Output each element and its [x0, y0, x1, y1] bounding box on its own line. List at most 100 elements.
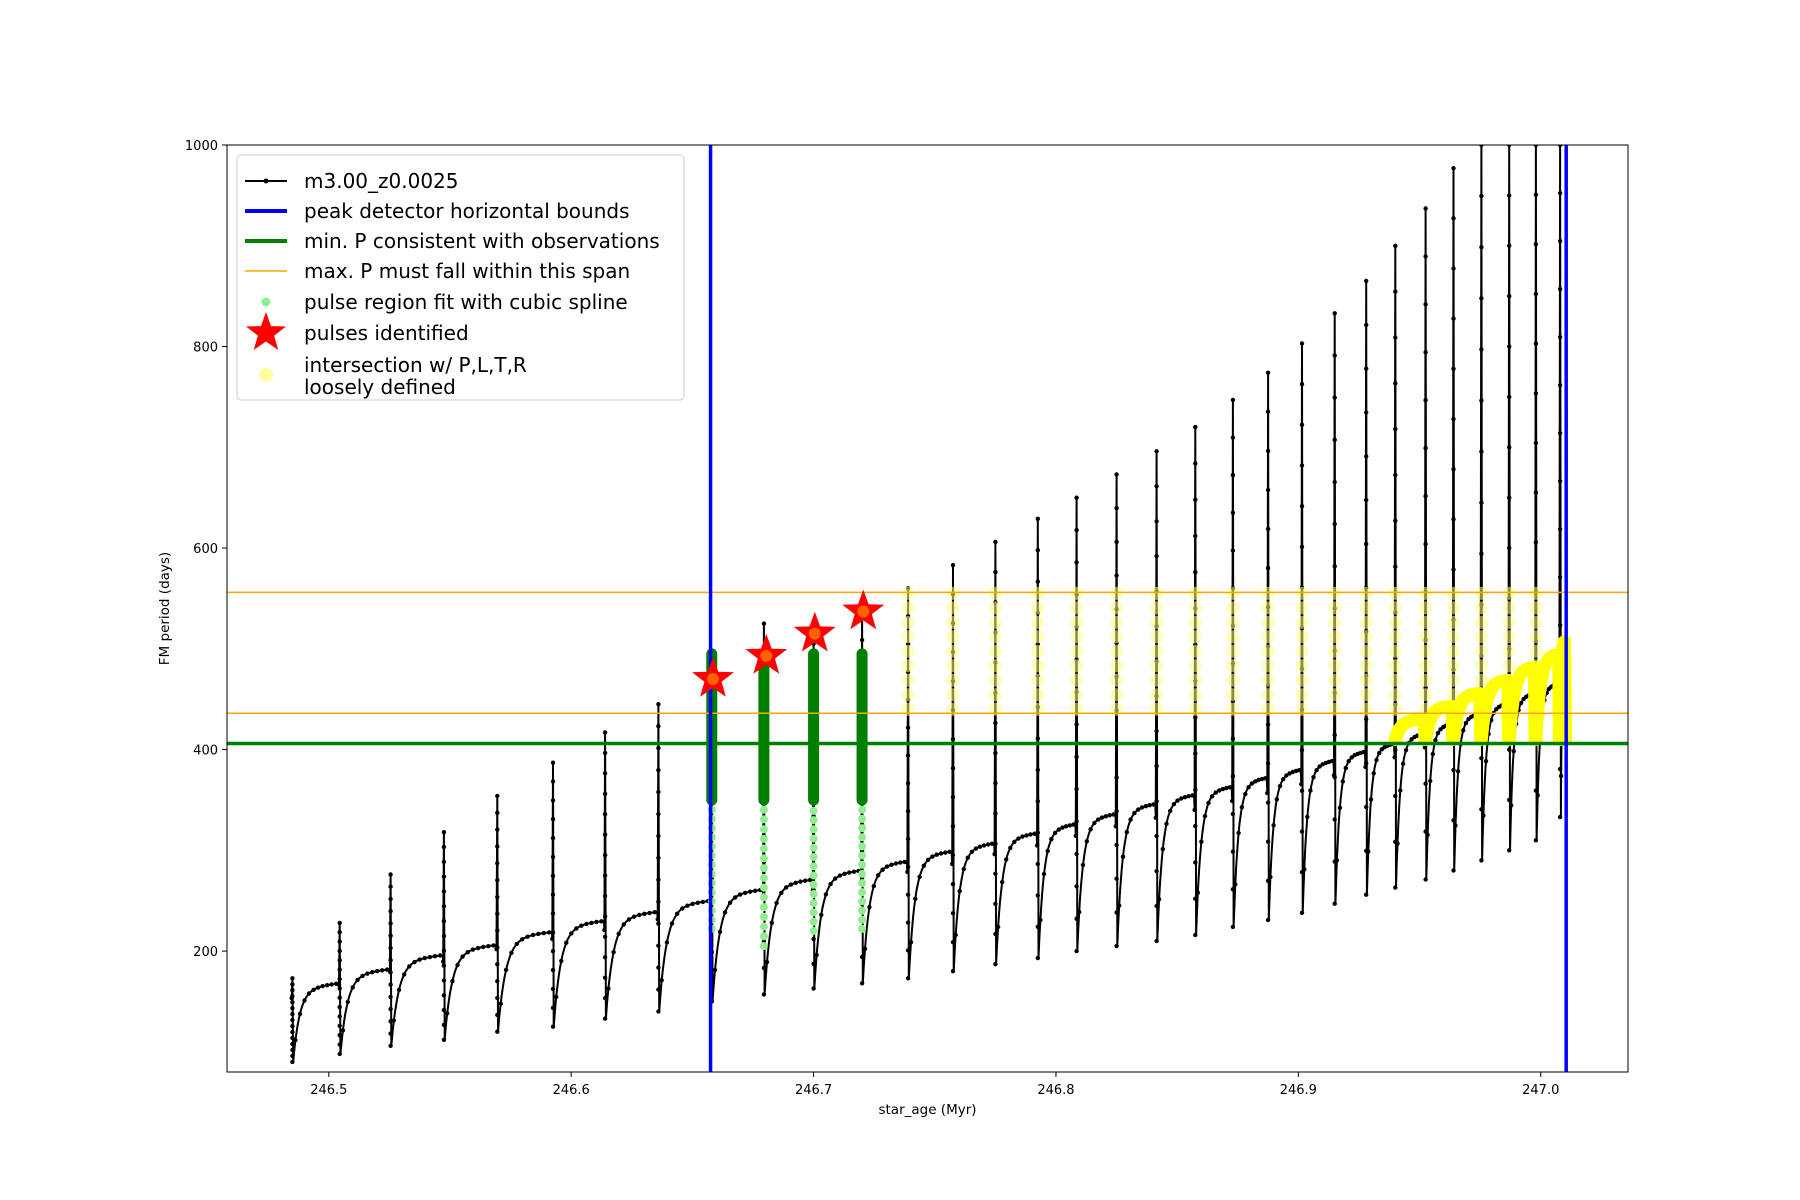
data-point: [1451, 767, 1456, 773]
data-point: [441, 918, 447, 924]
spline-point: [809, 806, 818, 815]
intersection-point: [1328, 673, 1342, 687]
data-point: [1535, 793, 1540, 798]
spline-point: [759, 844, 768, 853]
data-point: [950, 969, 956, 974]
intersection-point: [1070, 630, 1084, 644]
data-point: [1392, 755, 1397, 760]
data-point: [1507, 797, 1512, 803]
data-point: [388, 872, 393, 877]
data-point: [550, 936, 555, 942]
data-point: [1299, 747, 1305, 753]
data-point: [396, 987, 402, 993]
data-point: [1035, 830, 1041, 835]
intersection-point: [946, 615, 960, 629]
data-point: [761, 992, 767, 997]
data-point: [947, 849, 952, 854]
data-point: [550, 817, 556, 822]
data-point: [550, 798, 556, 803]
data-point: [1425, 832, 1430, 838]
axes-frame: [226, 144, 1629, 1073]
data-point: [550, 835, 556, 841]
intersection-point: [988, 659, 1002, 673]
data-point: [1364, 322, 1369, 328]
intersection-point: [1474, 601, 1488, 615]
data-point: [1364, 541, 1369, 547]
data-point: [993, 781, 998, 786]
intersection-point: [1031, 644, 1045, 658]
data-point: [1114, 809, 1119, 814]
data-point: [1056, 827, 1062, 832]
data-point: [1074, 819, 1079, 824]
data-point: [495, 995, 500, 1001]
data-point: [1099, 815, 1105, 820]
intersection-point: [1261, 659, 1275, 673]
data-point: [1153, 815, 1159, 820]
intersection-point: [1419, 601, 1433, 615]
data-point: [495, 861, 500, 866]
legend-label: min. P consistent with observations: [304, 229, 660, 253]
data-point: [1479, 347, 1484, 352]
spline-point: [858, 851, 867, 860]
data-point: [355, 977, 360, 983]
data-point: [659, 978, 664, 983]
intersection-point: [1226, 615, 1240, 629]
data-point: [554, 994, 559, 1000]
data-point: [656, 855, 661, 861]
data-point: [1035, 548, 1041, 553]
data-point: [862, 946, 868, 951]
data-point: [1120, 854, 1126, 859]
data-point: [722, 910, 728, 915]
data-point: [626, 917, 632, 922]
data-point: [957, 888, 962, 894]
data-point: [1074, 754, 1079, 759]
data-point: [1154, 519, 1159, 524]
data-point: [290, 1029, 295, 1035]
data-point: [495, 894, 500, 900]
data-point: [656, 965, 661, 970]
data-point: [1213, 790, 1218, 795]
data-point: [1230, 849, 1236, 854]
intersection-point: [1226, 659, 1240, 673]
data-point: [1265, 448, 1271, 454]
data-point: [1265, 487, 1271, 493]
legend-label: pulse region fit with cubic spline: [304, 290, 628, 314]
data-point: [1154, 798, 1159, 804]
spline-point: [759, 912, 768, 921]
data-point: [656, 702, 661, 707]
data-point: [290, 1011, 295, 1017]
data-point: [1423, 302, 1428, 307]
intersection-point: [1226, 644, 1240, 658]
intersection-point: [1070, 644, 1084, 658]
data-point: [1107, 813, 1112, 818]
data-point: [965, 855, 970, 860]
data-point: [1557, 145, 1563, 148]
data-point: [859, 954, 865, 960]
data-point: [1332, 353, 1337, 358]
data-point: [1479, 858, 1484, 863]
data-point: [337, 939, 342, 944]
spline-point: [809, 917, 818, 926]
data-point: [495, 962, 500, 967]
data-point: [769, 920, 774, 925]
data-point: [1368, 797, 1374, 802]
data-point: [388, 884, 393, 889]
data-point: [1433, 738, 1438, 743]
data-point: [859, 981, 865, 986]
data-point: [1259, 776, 1265, 782]
data-point: [1364, 761, 1369, 766]
intersection-point: [1388, 644, 1402, 658]
data-point: [1364, 892, 1369, 897]
data-point: [550, 930, 556, 935]
data-point: [1074, 916, 1079, 921]
intersection-point: [1419, 659, 1433, 673]
data-point: [1193, 932, 1198, 938]
data-point: [340, 1028, 346, 1033]
data-point: [1364, 498, 1369, 503]
data-point: [550, 967, 556, 973]
legend-label: peak detector horizontal bounds: [304, 199, 630, 223]
data-point: [1230, 924, 1236, 930]
spline-point: [809, 871, 818, 880]
data-point: [1364, 848, 1369, 853]
data-point: [961, 866, 966, 872]
